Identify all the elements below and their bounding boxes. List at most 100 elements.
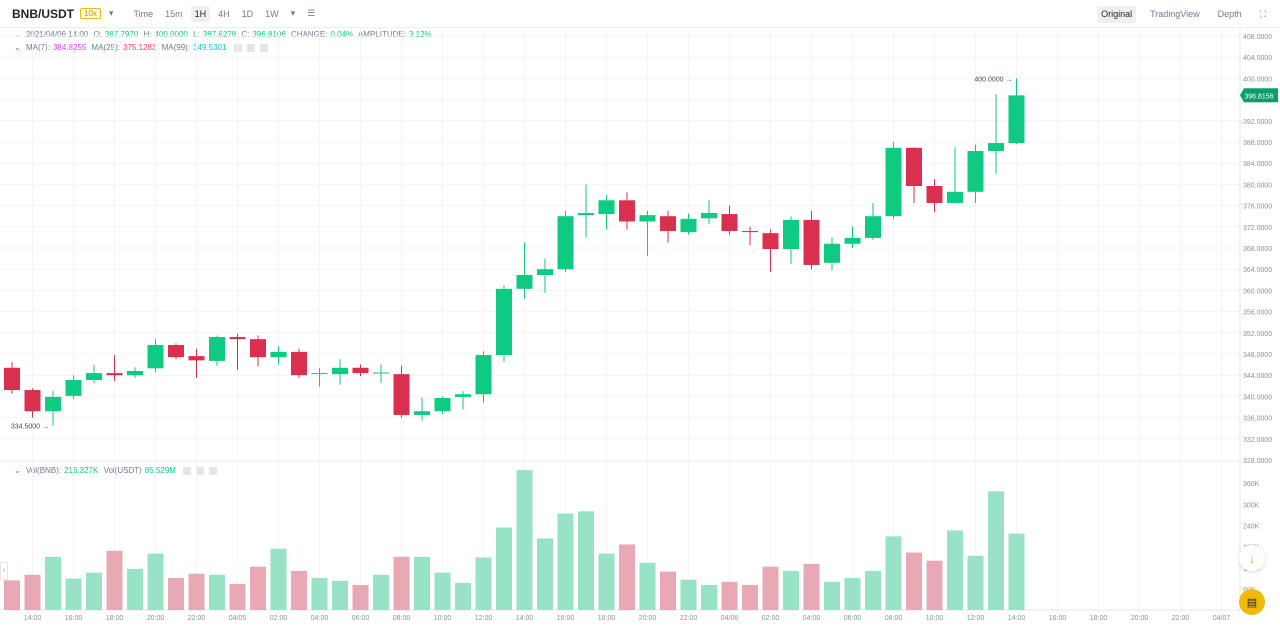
- leverage-badge[interactable]: 10x: [80, 8, 101, 19]
- volume-bar: [660, 571, 676, 610]
- candle-body: [209, 337, 225, 361]
- interval-1d[interactable]: 1D: [241, 8, 254, 19]
- time-tick-label: 08:00: [885, 615, 903, 622]
- candle-body: [537, 269, 553, 276]
- price-tick-label: 388.0000: [1243, 140, 1272, 147]
- current-price-tag: [1240, 88, 1278, 103]
- candle-body: [926, 185, 943, 203]
- leverage-dropdown-icon[interactable]: ▾: [108, 8, 114, 18]
- candle-body: [947, 191, 963, 203]
- candle-body: [414, 411, 430, 415]
- candle-body: [65, 379, 82, 396]
- candle-body: [229, 337, 246, 340]
- candle-body: [598, 200, 615, 215]
- volume-bar: [844, 577, 861, 610]
- ma7-value: 384.8255: [52, 43, 87, 52]
- view-depth[interactable]: Depth: [1217, 9, 1242, 19]
- candle-body: [332, 367, 348, 375]
- candle-body: [516, 275, 533, 289]
- interval-time[interactable]: Time: [133, 8, 154, 19]
- low-price-marker: 334.5000 →: [11, 424, 49, 431]
- price-tick-label: 340.0000: [1243, 394, 1272, 401]
- time-tick-label: 16:00: [557, 615, 575, 622]
- close-value: 396.8106: [252, 30, 286, 39]
- volume-bar: [352, 584, 369, 610]
- volume-bar: [783, 570, 799, 610]
- time-tick-label: 02:00: [762, 615, 780, 622]
- vol-bnb-label: Vol(BNB):: [25, 466, 62, 475]
- candle-body: [86, 373, 102, 380]
- settings-icon[interactable]: [196, 466, 205, 475]
- volume-bar: [311, 577, 328, 610]
- candle-body: [188, 356, 205, 361]
- candle-body: [352, 367, 369, 374]
- time-tick-label: 06:00: [844, 615, 862, 622]
- price-tick-label: 380.0000: [1243, 182, 1272, 189]
- expand-left-handle[interactable]: ›: [0, 562, 8, 580]
- time-tick-label: 16:00: [1049, 615, 1067, 622]
- chat-icon[interactable]: ▤: [1239, 589, 1265, 615]
- time-tick-label: 04/06: [721, 615, 739, 622]
- settings-icon[interactable]: [246, 43, 255, 52]
- candle-body: [680, 218, 697, 233]
- candle-body: [742, 231, 758, 233]
- time-tick-label: 16:00: [65, 615, 83, 622]
- interval-1w[interactable]: 1W: [265, 8, 279, 19]
- volume-bar: [475, 557, 492, 610]
- volume-bar: [65, 578, 82, 610]
- open-value: 387.7970: [104, 30, 139, 39]
- view-tradingview[interactable]: TradingView: [1150, 9, 1200, 19]
- candle-body: [803, 219, 820, 265]
- collapse-chevron-icon[interactable]: ⌄: [14, 43, 21, 52]
- price-tick-label: 344.0000: [1243, 373, 1272, 380]
- collapse-chevron-icon[interactable]: ⌄: [14, 466, 21, 475]
- time-tick-label: 18:00: [1090, 615, 1108, 622]
- ma25-value: 375.1283: [123, 43, 157, 52]
- candle-body: [270, 351, 287, 358]
- visibility-icon[interactable]: [183, 466, 192, 475]
- fullscreen-icon[interactable]: ⛶: [1259, 9, 1266, 19]
- volume-bar: [332, 580, 348, 610]
- candle-body: [988, 143, 1004, 152]
- download-icon[interactable]: ↓: [1239, 545, 1265, 571]
- vol-usdt-value: 85.529M: [144, 466, 176, 475]
- candle-body: [434, 397, 451, 412]
- candle-body: [4, 367, 20, 391]
- view-original[interactable]: Original: [1097, 6, 1137, 23]
- time-tick-label: 02:00: [270, 615, 288, 622]
- time-tick-label: 10:00: [926, 615, 944, 622]
- close-icon[interactable]: [209, 466, 218, 475]
- price-tick-label: 408.0000: [1243, 34, 1272, 41]
- interval-1h[interactable]: 1H: [190, 5, 211, 22]
- candle-body: [557, 216, 574, 270]
- settings-sliders-icon[interactable]: ☰: [307, 8, 316, 18]
- price-tick-label: 384.0000: [1243, 161, 1272, 168]
- close-icon[interactable]: [259, 43, 268, 52]
- time-tick-label: 22:00: [1172, 615, 1190, 622]
- volume-bar: [188, 573, 205, 610]
- volume-bar: [988, 491, 1004, 610]
- volume-bar: [414, 556, 430, 610]
- collapse-chevron-icon[interactable]: ⌄: [14, 30, 21, 39]
- ma99-value: 349.5301: [193, 43, 227, 52]
- interval-15m[interactable]: 15m: [165, 8, 183, 19]
- candle-body: [373, 372, 389, 374]
- volume-bar: [455, 582, 471, 610]
- more-intervals-chevron-icon[interactable]: ▾: [290, 8, 296, 18]
- volume-bar: [168, 577, 184, 610]
- legend-date: 2021/04/06 14:00: [25, 30, 89, 39]
- price-tick-label: 392.0000: [1243, 119, 1272, 126]
- time-tick-label: 04:00: [311, 615, 329, 622]
- high-price-marker: 400.0000 →: [974, 76, 1012, 83]
- ma25-label: MA(25):: [91, 43, 120, 52]
- volume-bar: [496, 527, 512, 610]
- vol-bnb-value: 216.327K: [64, 466, 99, 475]
- candle-body: [147, 344, 164, 369]
- price-tick-label: 336.0000: [1243, 416, 1272, 423]
- current-price-label: 396.8156: [1244, 93, 1273, 100]
- interval-4h[interactable]: 4H: [218, 8, 230, 19]
- volume-bar: [721, 581, 738, 610]
- time-tick-label: 12:00: [967, 615, 985, 622]
- volume-bar: [434, 572, 451, 610]
